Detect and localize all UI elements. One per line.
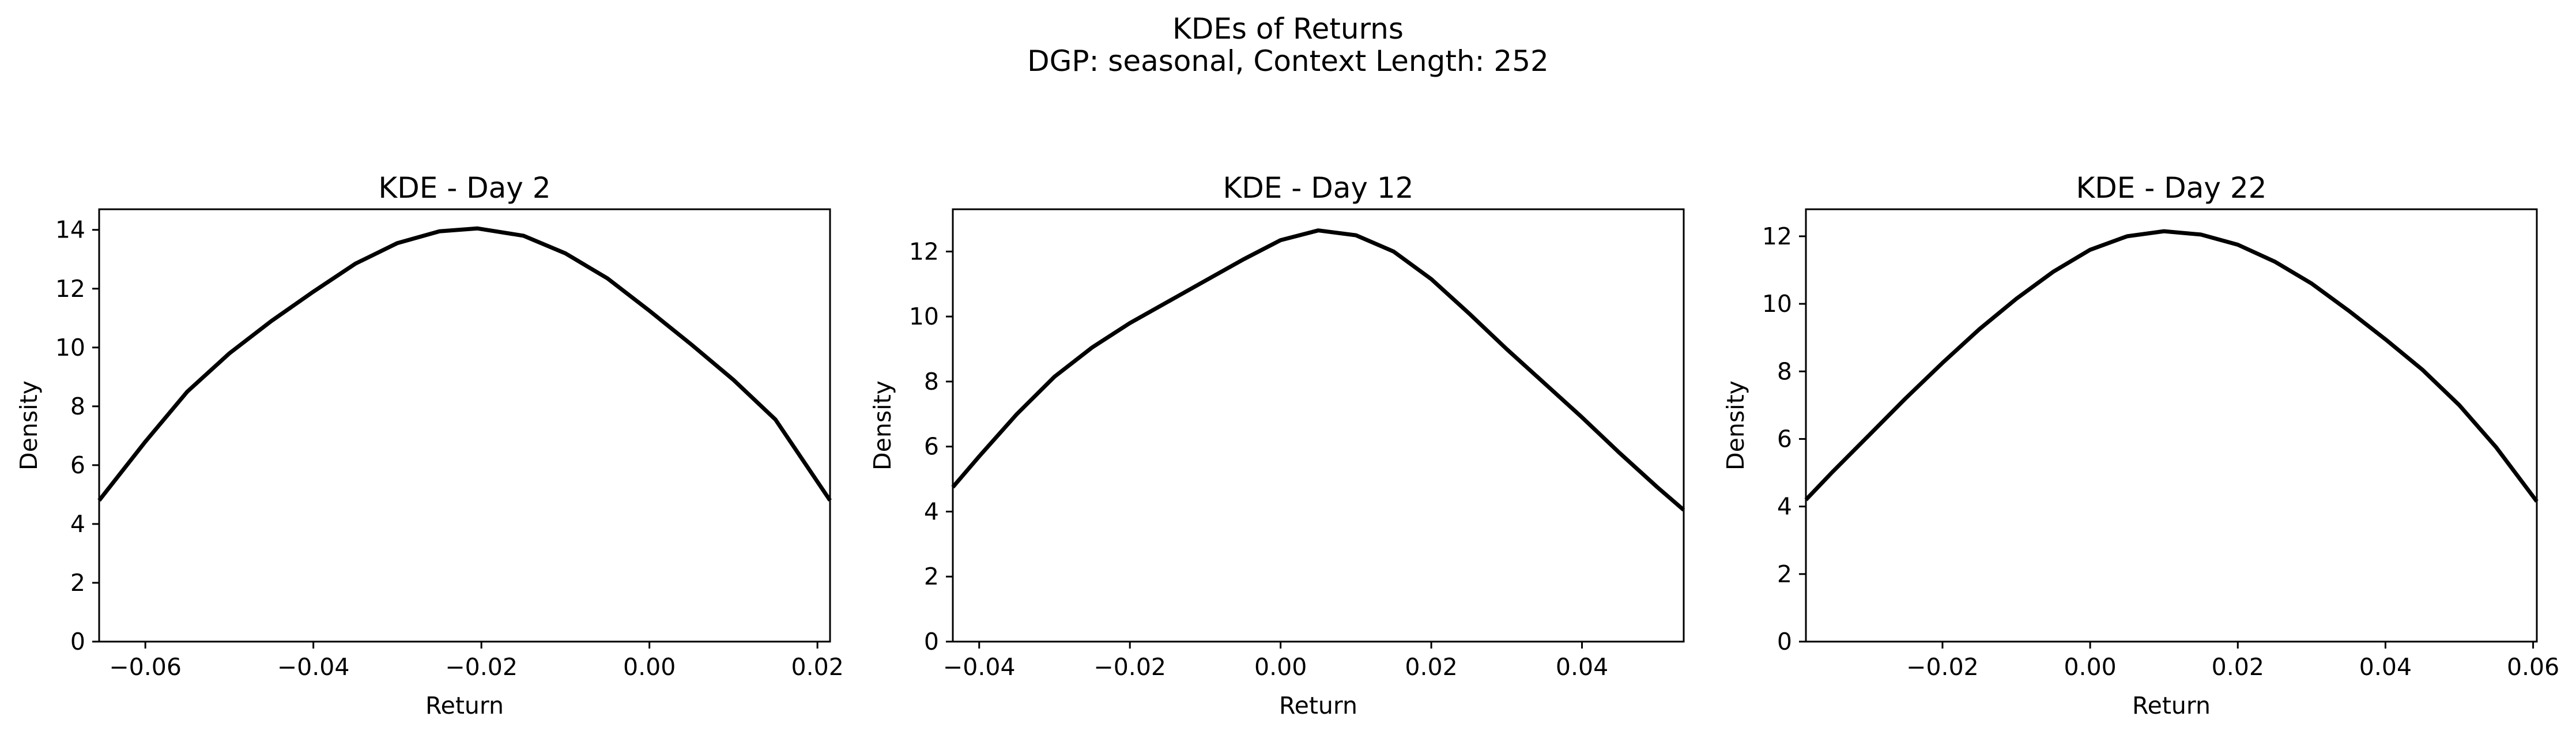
y-tick-label: 10 xyxy=(909,303,939,330)
y-tick-label: 8 xyxy=(924,368,939,395)
x-tick-label: −0.04 xyxy=(277,653,350,681)
x-tick-label: 0.00 xyxy=(623,653,676,681)
kde-panel-3: KDE - Day 22 −0.02 0.00 0.02 0.04 0.06 0 2 4 6 8 10… xyxy=(1722,171,2559,719)
y-axis-label: Density xyxy=(15,380,43,470)
plot-frame xyxy=(1805,208,2538,643)
y-tick-label: 0 xyxy=(1777,628,1792,655)
x-tick-label: 0.06 xyxy=(2507,653,2559,681)
y-tick-label: 6 xyxy=(70,451,85,479)
y-tick-label: 4 xyxy=(70,510,85,538)
x-axis-label: Return xyxy=(2132,692,2211,719)
y-tick-label: 6 xyxy=(1777,425,1792,453)
x-tick-label: 0.02 xyxy=(2212,653,2264,681)
y-tick-label: 0 xyxy=(924,628,939,655)
panel-title: KDE - Day 22 xyxy=(2076,171,2267,205)
x-tick-label: −0.02 xyxy=(1906,653,1979,681)
x-tick-label: 0.04 xyxy=(1556,653,1608,681)
y-tick-label: 0 xyxy=(70,628,85,655)
y-tick-label: 4 xyxy=(1777,493,1792,521)
x-tick-label: −0.06 xyxy=(109,653,182,681)
x-tick-label: −0.02 xyxy=(445,653,518,681)
x-axis-label: Return xyxy=(425,692,504,719)
figure-title: KDEs of Returns xyxy=(1172,12,1404,46)
x-axis-label: Return xyxy=(1279,692,1357,719)
kde-curve-1 xyxy=(951,228,1685,512)
y-tick-label: 10 xyxy=(55,334,85,361)
y-tick-label: 12 xyxy=(1762,223,1792,250)
y-tick-label: 10 xyxy=(1762,290,1792,318)
x-tick-label: 0.00 xyxy=(2064,653,2116,681)
y-tick-label: 12 xyxy=(909,238,939,265)
y-tick-label: 6 xyxy=(924,433,939,461)
x-tick-label: −0.04 xyxy=(943,653,1016,681)
figure-subtitle: DGP: seasonal, Context Length: 252 xyxy=(1027,44,1549,78)
kde-panel-2: KDE - Day 12 −0.04 −0.02 0.00 0.02 0.04 0 2 4 6 8 1… xyxy=(869,171,1685,719)
x-tick-label: 0.02 xyxy=(1405,653,1457,681)
y-tick-label: 8 xyxy=(70,393,85,420)
x-tick-label: 0.04 xyxy=(2359,653,2412,681)
y-axis-label: Density xyxy=(869,380,896,470)
panel-title: KDE - Day 2 xyxy=(378,171,550,205)
x-tick-label: 0.02 xyxy=(791,653,843,681)
kde-curve-1 xyxy=(1804,229,2539,503)
y-tick-label: 12 xyxy=(55,275,85,303)
y-tick-label: 8 xyxy=(1777,357,1792,385)
x-tick-label: −0.02 xyxy=(1093,653,1166,681)
y-tick-label: 4 xyxy=(924,497,939,525)
y-tick-label: 2 xyxy=(1777,560,1792,588)
plot-frame xyxy=(98,208,831,643)
plot-frame xyxy=(952,208,1685,643)
x-tick-label: 0.00 xyxy=(1254,653,1307,681)
y-tick-label: 2 xyxy=(924,563,939,590)
kde-panel-1: KDE - Day 2 −0.06 −0.04 −0.02 0.00 0.02 0 2 4 6 8 1… xyxy=(15,171,844,719)
kde-curve-1 xyxy=(97,226,832,502)
y-tick-label: 14 xyxy=(55,216,85,244)
panel-title: KDE - Day 12 xyxy=(1223,171,1414,205)
y-axis-label: Density xyxy=(1722,380,1749,470)
y-tick-label: 2 xyxy=(70,569,85,597)
